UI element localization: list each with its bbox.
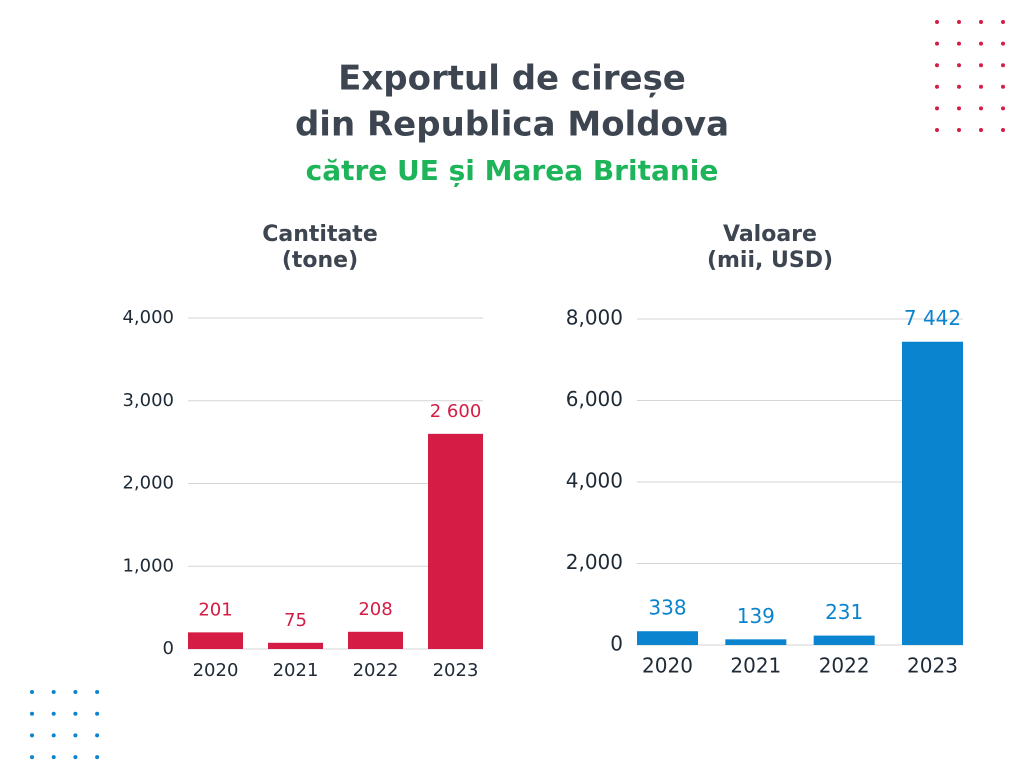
decor-dot — [1001, 84, 1005, 89]
decor-dot — [957, 128, 961, 132]
data-label: 2 600 — [430, 401, 482, 422]
y-tick-label: 0 — [163, 638, 174, 659]
data-label: 201 — [198, 599, 232, 620]
decor-dot — [1001, 41, 1005, 46]
decor-dot — [935, 63, 939, 68]
bar — [725, 639, 787, 645]
decor-dot — [30, 690, 34, 694]
decor-dot — [1001, 20, 1005, 24]
decor-dot — [1001, 106, 1005, 111]
decor-dot — [30, 755, 34, 760]
x-tick-label: 2020 — [193, 660, 239, 681]
decor-dot — [73, 690, 78, 694]
decor-dot — [95, 733, 100, 738]
data-label: 231 — [825, 600, 863, 624]
decor-dot — [957, 20, 961, 24]
decor-dot — [957, 63, 961, 68]
x-tick-label: 2020 — [642, 654, 693, 678]
decor-dot — [979, 63, 983, 68]
decor-dot — [957, 106, 961, 111]
decor-dot — [935, 84, 939, 89]
y-tick-label: 1,000 — [122, 555, 174, 576]
data-label: 208 — [358, 599, 392, 620]
decor-dot — [95, 711, 100, 716]
y-tick-label: 3,000 — [122, 390, 174, 411]
decor-dot — [935, 106, 939, 111]
decor-dot — [73, 711, 78, 716]
y-tick-label: 0 — [610, 632, 623, 656]
y-tick-label: 4,000 — [566, 469, 623, 493]
decor-dot — [73, 733, 78, 738]
decor-dot — [979, 84, 983, 89]
x-tick-label: 2021 — [273, 660, 319, 681]
chart-subtitle: (mii, USD) — [707, 248, 833, 273]
bar — [268, 642, 323, 649]
decor-dot — [1001, 128, 1005, 132]
decor-dot — [979, 20, 983, 24]
y-tick-label: 2,000 — [566, 550, 623, 574]
x-tick-label: 2022 — [353, 660, 399, 681]
decor-dot — [957, 41, 961, 46]
decor-dot — [935, 20, 939, 24]
decor-dot — [51, 690, 56, 694]
chart-title: Cantitate — [262, 222, 378, 247]
decor-dot — [95, 690, 100, 694]
y-tick-label: 2,000 — [122, 473, 174, 494]
decor-dot — [979, 128, 983, 132]
decor-dot — [1001, 63, 1005, 68]
title-line: Exportul de cireșe — [338, 59, 686, 99]
x-tick-label: 2022 — [819, 654, 870, 678]
bar — [348, 631, 403, 649]
bar — [428, 433, 483, 649]
bar — [188, 632, 243, 649]
decor-dot — [73, 755, 78, 760]
data-label: 75 — [284, 610, 307, 631]
decor-dot — [51, 711, 56, 716]
chart-subtitle: (tone) — [282, 248, 358, 273]
x-tick-label: 2021 — [730, 654, 781, 678]
x-tick-label: 2023 — [433, 660, 479, 681]
data-label: 338 — [648, 596, 686, 620]
x-tick-label: 2023 — [907, 654, 958, 678]
decor-dot — [51, 733, 56, 738]
y-tick-label: 4,000 — [122, 307, 174, 328]
data-label: 139 — [737, 604, 775, 628]
bar — [637, 631, 698, 645]
title-line: din Republica Moldova — [295, 105, 729, 145]
bar — [813, 635, 875, 645]
decor-dot — [979, 41, 983, 46]
decor-dot — [957, 84, 961, 89]
decor-dot — [30, 711, 34, 716]
bar — [902, 341, 963, 645]
decor-dot — [935, 128, 939, 132]
decor-dot — [979, 106, 983, 111]
chart-title: Valoare — [723, 222, 817, 247]
decor-dot — [51, 755, 56, 760]
decor-dot — [935, 41, 939, 46]
decor-dot — [30, 733, 34, 738]
subtitle: către UE și Marea Britanie — [306, 154, 719, 187]
y-tick-label: 6,000 — [566, 387, 623, 411]
y-tick-label: 8,000 — [566, 306, 623, 330]
data-label: 7 442 — [904, 306, 961, 330]
decor-dot — [95, 755, 100, 760]
